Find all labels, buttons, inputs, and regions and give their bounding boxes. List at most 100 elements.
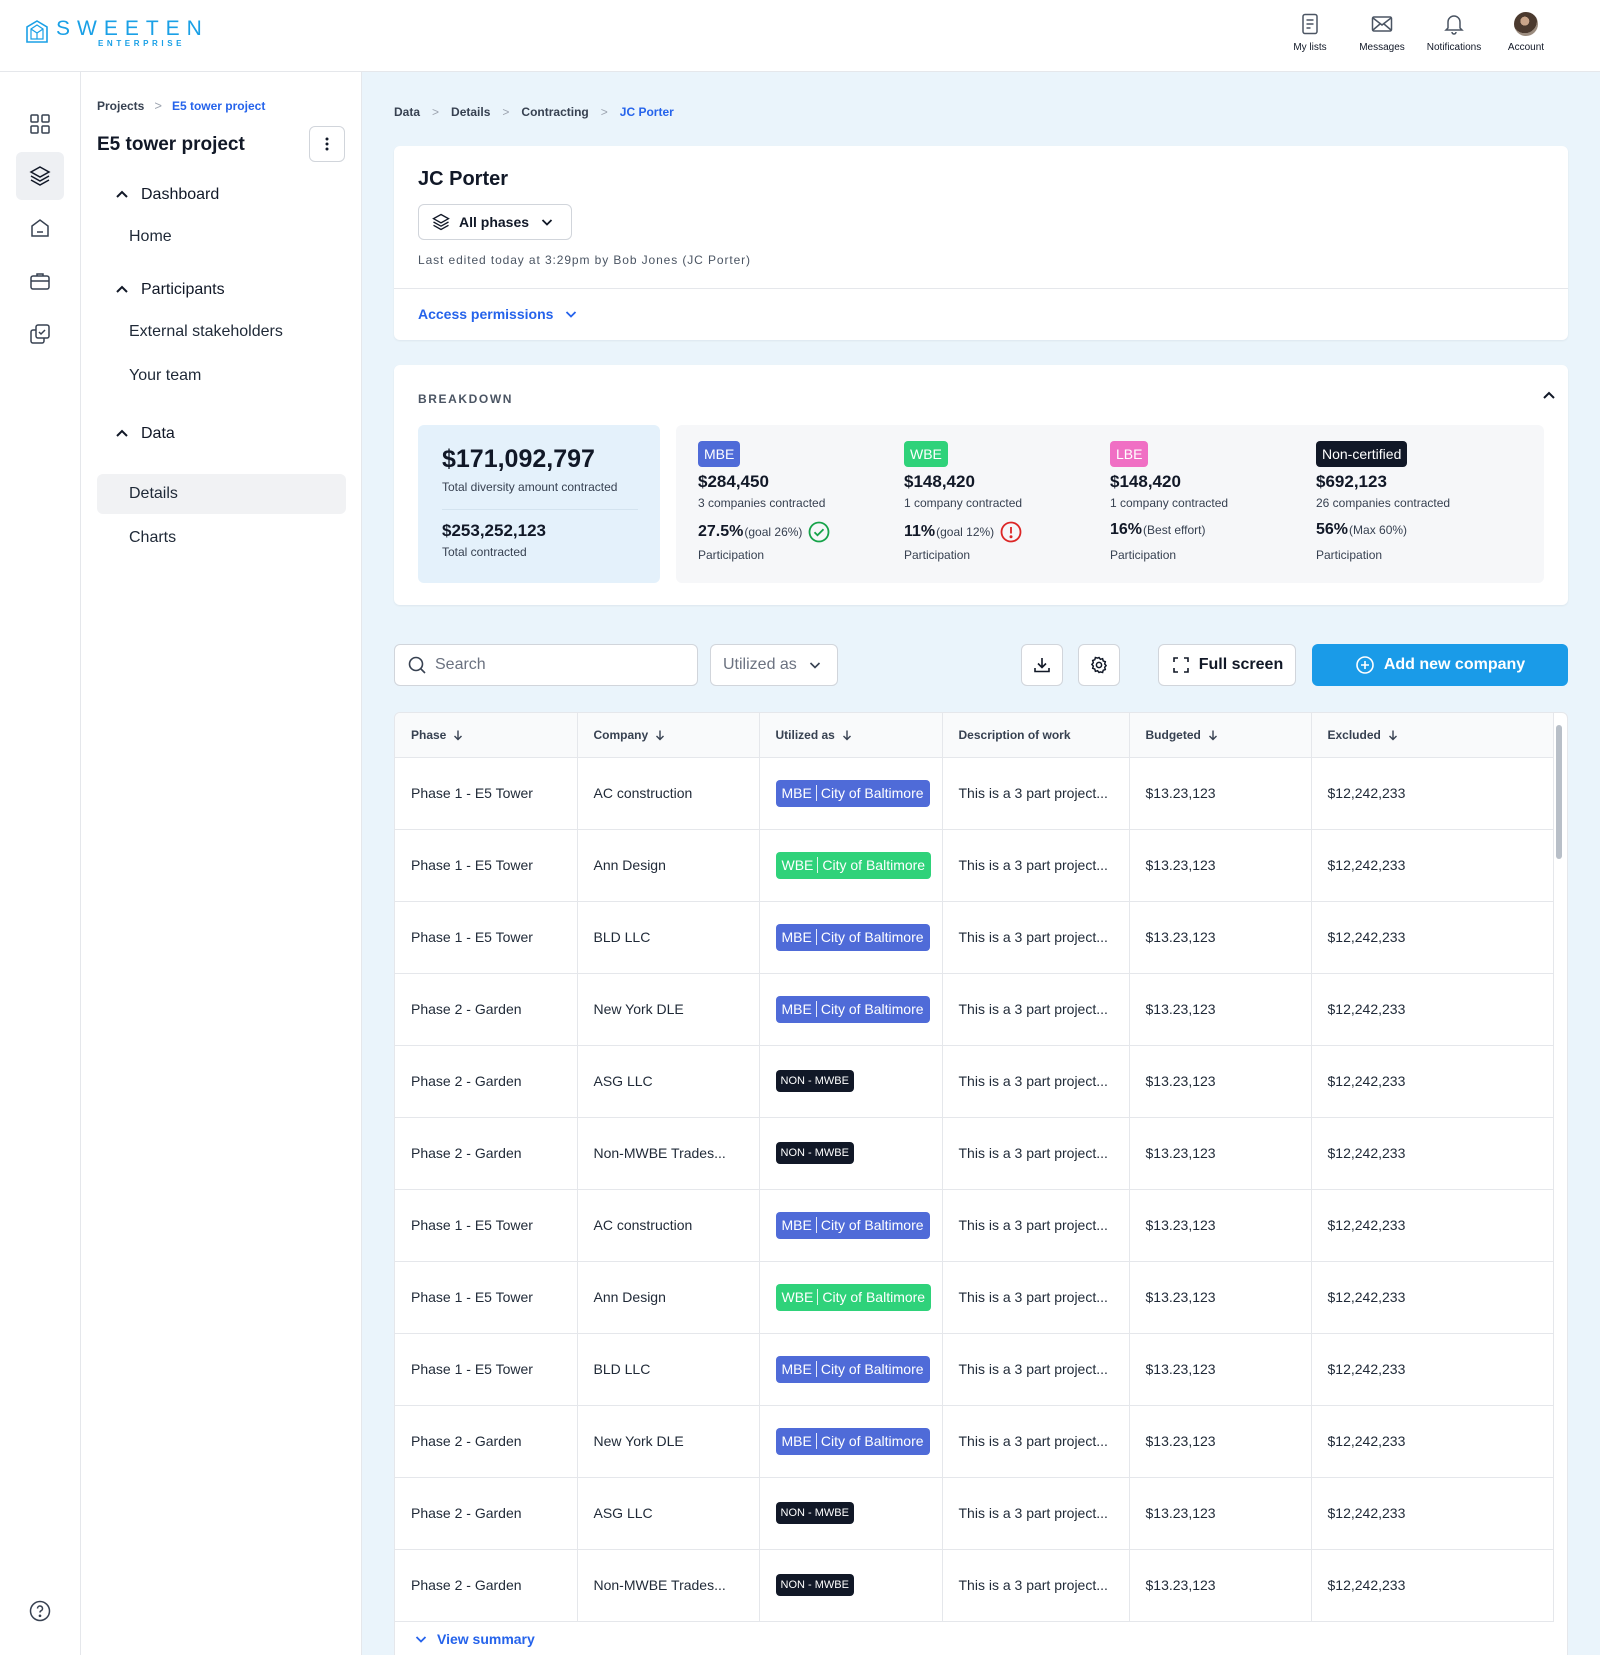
- utilized-badge: NON - MWBE: [775, 1142, 854, 1164]
- companies-table: Phase Company Utilized as Description of…: [394, 712, 1568, 1655]
- cell-utilized-as: WBE City of Baltimore: [759, 829, 943, 902]
- logo-sub: ENTERPRISE: [98, 39, 186, 48]
- view-summary-toggle[interactable]: View summary: [413, 1631, 535, 1647]
- total-contracted-label: Total contracted: [442, 545, 527, 559]
- chevron-down-icon: [809, 662, 820, 669]
- breadcrumb-projects[interactable]: Projects: [97, 98, 145, 113]
- cell-description: This is a 3 part project...: [942, 1333, 1130, 1406]
- goal-text: (Best effort): [1143, 523, 1206, 537]
- logo-name: SWEETEN: [56, 17, 209, 40]
- rail-help-button[interactable]: [16, 1587, 64, 1635]
- view-summary-label: View summary: [437, 1631, 535, 1647]
- notifications-button[interactable]: Notifications: [1418, 12, 1490, 53]
- breadcrumb-separator: >: [432, 105, 440, 119]
- cell-excluded: $12,242,233: [1311, 1405, 1554, 1478]
- rail-tasks-button[interactable]: [16, 310, 64, 358]
- cell-excluded: $12,242,233: [1311, 757, 1554, 830]
- more-options-button[interactable]: [309, 126, 345, 162]
- rail-briefcase-button[interactable]: [16, 257, 64, 305]
- cell-company: New York DLE: [577, 973, 760, 1046]
- badge-divider: [815, 1001, 817, 1017]
- table-row[interactable]: Phase 2 - Garden New York DLE MBE City of B…: [395, 973, 1554, 1046]
- breadcrumb-project[interactable]: E5 tower project: [171, 98, 266, 113]
- account-button[interactable]: Account: [1490, 12, 1562, 53]
- column-header-company[interactable]: Company: [577, 713, 760, 758]
- cell-excluded: $12,242,233: [1311, 973, 1554, 1046]
- breadcrumb-contracting[interactable]: Contracting: [521, 105, 589, 119]
- sweeten-logo[interactable]: SWEETEN ENTERPRISE: [26, 18, 209, 48]
- phase-select-value: All phases: [459, 214, 530, 230]
- add-new-company-button[interactable]: Add new company: [1312, 644, 1568, 686]
- column-header-excluded[interactable]: Excluded: [1311, 713, 1554, 758]
- table-row[interactable]: Phase 1 - E5 Tower AC construction MBE City…: [395, 1189, 1554, 1262]
- rail-home-button[interactable]: [16, 204, 64, 252]
- cell-utilized-as: WBE City of Baltimore: [759, 1261, 943, 1334]
- breadcrumb: Data > Details > Contracting > JC Porter: [394, 105, 674, 119]
- cell-excluded: $12,242,233: [1311, 1261, 1554, 1334]
- category-wbe: WBE $148,420 1 company contracted 11% (go…: [904, 441, 1104, 562]
- cell-budgeted: $13.23,123: [1129, 1189, 1312, 1262]
- utilized-as-select[interactable]: Utilized as: [710, 644, 838, 686]
- utilized-badge: MBE City of Baltimore: [775, 1427, 930, 1455]
- messages-button[interactable]: Messages: [1346, 12, 1418, 53]
- divider: [442, 509, 638, 510]
- sidebar-item-details[interactable]: Details: [97, 474, 346, 514]
- category-non-certified: Non-certified $692,123 26 companies cont…: [1316, 441, 1516, 562]
- chevron-up-icon: [116, 285, 128, 293]
- chevron-up-icon[interactable]: [1540, 387, 1558, 405]
- chevron-down-icon: [415, 1636, 427, 1643]
- table-row[interactable]: Phase 1 - E5 Tower BLD LLC MBE City of Balt…: [395, 1333, 1554, 1406]
- layers-icon: [29, 166, 51, 186]
- category-percentage: 56% (Max 60%): [1316, 521, 1516, 539]
- sidebar-item-external-stakeholders[interactable]: External stakeholders: [97, 312, 346, 352]
- gear-icon: [1090, 656, 1108, 674]
- cell-description: This is a 3 part project...: [942, 1261, 1130, 1334]
- table-row[interactable]: Phase 1 - E5 Tower AC construction MBE City…: [395, 757, 1554, 830]
- breadcrumb-separator: >: [600, 105, 608, 119]
- table-row[interactable]: Phase 1 - E5 Tower Ann Design WBE City of B…: [395, 829, 1554, 902]
- category-panel: MBE $284,450 3 companies contracted 27.5…: [676, 425, 1544, 583]
- breadcrumb-details[interactable]: Details: [451, 105, 491, 119]
- section-participants[interactable]: Participants: [113, 281, 225, 299]
- sidebar-item-home[interactable]: Home: [97, 217, 346, 257]
- my-lists-button[interactable]: My lists: [1274, 12, 1346, 53]
- cell-utilized-as: NON - MWBE: [759, 1477, 943, 1550]
- table-row[interactable]: Phase 2 - Garden ASG LLC NON - MWBE This is…: [395, 1477, 1554, 1550]
- section-data[interactable]: Data: [113, 425, 175, 443]
- utilized-badge: MBE City of Baltimore: [775, 923, 930, 951]
- column-header-phase[interactable]: Phase: [395, 713, 578, 758]
- cell-utilized-as: MBE City of Baltimore: [759, 1405, 943, 1478]
- cell-company: Non-MWBE Trades...: [577, 1117, 760, 1190]
- sidebar-item-charts[interactable]: Charts: [97, 518, 346, 558]
- search-field[interactable]: [394, 644, 698, 686]
- avatar: [1514, 12, 1538, 36]
- table-row[interactable]: Phase 2 - Garden New York DLE MBE City of B…: [395, 1405, 1554, 1478]
- breadcrumb-data[interactable]: Data: [394, 105, 421, 119]
- badge-divider: [815, 1361, 817, 1377]
- sidebar-item-label: Home: [129, 228, 172, 245]
- table-scrollbar[interactable]: [1556, 725, 1562, 859]
- access-permissions-toggle[interactable]: Access permissions: [418, 306, 579, 322]
- table-row[interactable]: Phase 2 - Garden Non-MWBE Trades... NON - …: [395, 1117, 1554, 1190]
- rail-projects-button[interactable]: [16, 152, 64, 200]
- category-amount: $148,420: [904, 472, 975, 491]
- sidebar-item-your-team[interactable]: Your team: [97, 356, 346, 396]
- cell-company: AC construction: [577, 757, 760, 830]
- table-row[interactable]: Phase 1 - E5 Tower BLD LLC MBE City of Balt…: [395, 901, 1554, 974]
- rail-dashboard-button[interactable]: [16, 100, 64, 148]
- table-row[interactable]: Phase 2 - Garden Non-MWBE Trades... NON - …: [395, 1549, 1554, 1622]
- search-input[interactable]: [435, 656, 675, 674]
- download-button[interactable]: [1021, 644, 1063, 686]
- utilized-badge: NON - MWBE: [775, 1502, 854, 1524]
- section-dashboard[interactable]: Dashboard: [113, 186, 219, 204]
- column-header-utilized-as[interactable]: Utilized as: [759, 713, 943, 758]
- phase-select[interactable]: All phases: [418, 204, 572, 240]
- column-header-budgeted[interactable]: Budgeted: [1129, 713, 1312, 758]
- cell-budgeted: $13.23,123: [1129, 1261, 1312, 1334]
- full-screen-button[interactable]: Full screen: [1158, 644, 1296, 686]
- badge-type: WBE: [781, 857, 814, 873]
- settings-button[interactable]: [1078, 644, 1120, 686]
- table-row[interactable]: Phase 1 - E5 Tower Ann Design WBE City of B…: [395, 1261, 1554, 1334]
- table-row[interactable]: Phase 2 - Garden ASG LLC NON - MWBE This is…: [395, 1045, 1554, 1118]
- cell-phase: Phase 2 - Garden: [395, 1549, 578, 1622]
